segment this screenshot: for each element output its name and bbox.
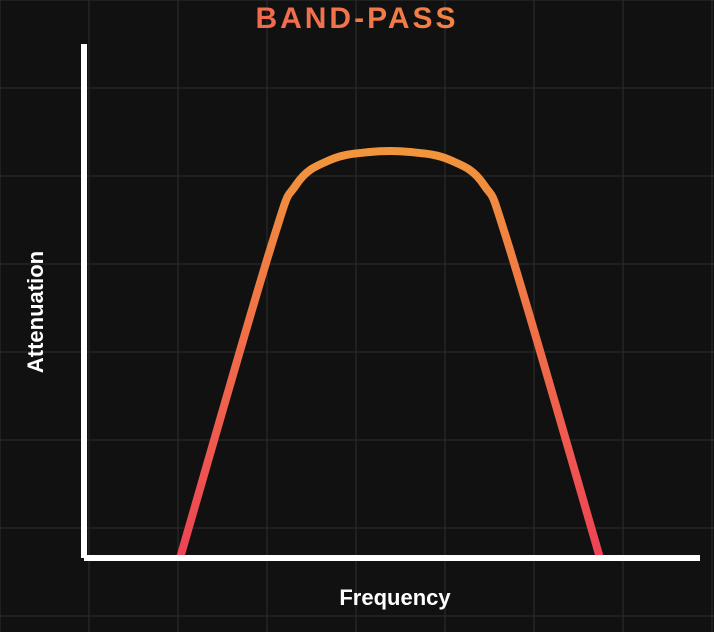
y-axis-label: Attenuation (23, 232, 49, 392)
x-axis-label: Frequency (295, 585, 495, 611)
chart-stage: BAND-PASS Attenuation Frequency (0, 0, 714, 632)
plot-svg (0, 0, 714, 632)
chart-title: BAND-PASS (0, 2, 714, 36)
